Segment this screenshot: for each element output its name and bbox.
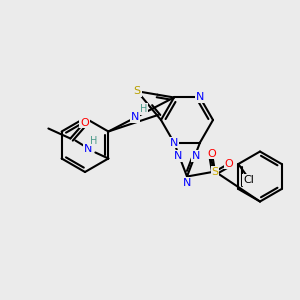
Text: N: N <box>131 112 140 122</box>
Text: O: O <box>225 158 233 169</box>
Text: N: N <box>192 151 200 161</box>
Text: H: H <box>90 136 97 146</box>
Text: H: H <box>140 104 147 114</box>
Text: O: O <box>80 118 89 128</box>
Text: H: H <box>140 104 147 114</box>
Text: O: O <box>208 148 216 158</box>
Text: N: N <box>84 143 93 154</box>
Text: N: N <box>170 137 178 148</box>
Text: N: N <box>174 151 182 161</box>
Text: S: S <box>134 86 141 96</box>
Text: S: S <box>212 167 219 176</box>
Text: N: N <box>196 92 204 103</box>
Text: Cl: Cl <box>243 175 254 185</box>
Text: N: N <box>131 112 140 122</box>
Text: N: N <box>183 178 191 188</box>
